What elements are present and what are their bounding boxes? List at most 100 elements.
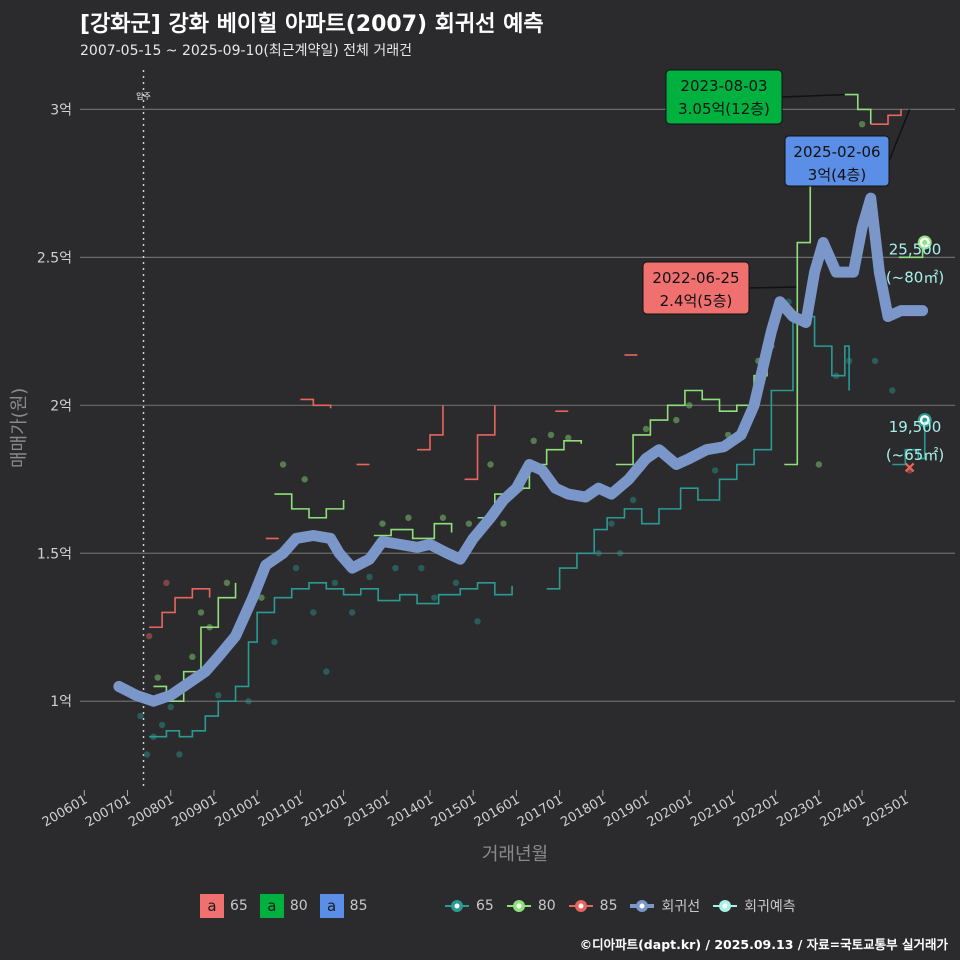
x-tick-label: 200801 (126, 792, 176, 830)
move-in-label: 입주 (136, 92, 151, 101)
scatter-point-80 (500, 520, 507, 527)
scatter-point-65 (711, 467, 719, 474)
legend-label: 65 (476, 898, 494, 914)
scatter-point-80 (642, 425, 650, 433)
chart-subtitle: 2007-05-15 ~ 2025-09-10(최근계약일) 전체 거래건 (80, 43, 412, 59)
annotation-box (784, 135, 890, 187)
scatter-point-80 (223, 579, 231, 587)
scatter-point-80 (815, 461, 823, 468)
scatter-point-65 (366, 573, 373, 581)
y-tick-label: 3억 (50, 102, 72, 118)
scatter-point-65 (871, 357, 879, 365)
legend-line-item: 회귀예측 (712, 896, 796, 916)
x-tick-label: 200901 (169, 792, 219, 830)
legend-line-swatch (568, 900, 593, 912)
legend-label: 85 (599, 898, 618, 914)
scatter-point-85 (145, 632, 153, 640)
scatter-point-80 (487, 461, 494, 468)
scatter-point-80 (154, 674, 161, 681)
scatter-point-80 (686, 402, 693, 409)
annotation-box (642, 261, 750, 315)
x-tick-label: 201201 (299, 792, 349, 830)
x-tick-label: 201601 (472, 792, 522, 830)
x-tick-label: 201001 (213, 792, 263, 830)
scatter-point-65 (310, 609, 317, 616)
series-line-80 (373, 522, 453, 540)
annotation-price: 3억(4층) (808, 166, 866, 184)
x-tick-label: 201401 (386, 792, 436, 830)
x-tick-label: 201101 (256, 792, 306, 830)
scatter-point-65 (167, 703, 174, 711)
x-tick-label: 202401 (818, 792, 868, 830)
scatter-point-65 (176, 751, 183, 758)
scatter-point-80 (858, 120, 866, 128)
x-tick-label: 201801 (558, 792, 608, 830)
scatter-point-80 (189, 653, 196, 661)
annotation-leader (748, 286, 797, 289)
scatter-point-65 (143, 751, 151, 758)
series-line-85 (300, 398, 332, 409)
scatter-point-80 (547, 431, 555, 439)
y-tick-label: 2억 (50, 398, 72, 414)
x-tick-label: 202301 (774, 792, 824, 830)
series-line-85 (870, 109, 902, 125)
scatter-point-80 (197, 609, 205, 616)
scatter-point-65 (331, 579, 339, 587)
forecast-point-core (922, 417, 928, 423)
scatter-point-65 (595, 550, 602, 557)
footer-credit: ©디아파트(dapt.kr) / 2025.09.13 / 자료=국토교통부 실… (579, 937, 948, 952)
legend-swatch: a (319, 894, 344, 918)
series-line-80 (615, 352, 768, 466)
scatter-point-65 (616, 550, 624, 557)
legend-label: 회귀선 (661, 899, 701, 915)
x-tick-label: 201901 (602, 792, 652, 830)
scatter-point-65 (418, 564, 425, 572)
annotation-price: 3.05억(12층) (678, 100, 770, 118)
y-tick-label: 1억 (50, 694, 72, 710)
scatter-point-80 (530, 437, 537, 445)
annotation-box (665, 69, 783, 125)
chart-title: [강화군] 강화 베이힐 아파트(2007) 회귀선 예측 (80, 12, 544, 37)
scatter-point-65 (158, 721, 166, 729)
scatter-point-80 (405, 514, 412, 521)
legend-line-item: 회귀선 (629, 896, 700, 916)
annotation-leader (781, 93, 845, 98)
y-tick-label: 2.5억 (37, 250, 72, 266)
annotation-2023-08-03: 2023-08-03 3.05억(12층) (665, 69, 845, 125)
scatter-point-80 (565, 434, 572, 442)
x-tick-label: 200701 (83, 792, 133, 830)
forecast-area-label: (~65㎡) (886, 446, 944, 464)
legend-line-swatch (445, 900, 469, 912)
scatter-point-80 (465, 520, 473, 527)
x-axis-title: 거래년월 (481, 844, 549, 865)
legend-line-swatch (506, 900, 531, 912)
annotation-date: 2023-08-03 (680, 77, 767, 95)
legend-swatch: a (200, 894, 224, 918)
x-tick-label: 201301 (342, 792, 392, 830)
latest-85-marker (904, 462, 915, 473)
legend-line-item: 80 (506, 898, 556, 914)
legend-label: 85 (349, 898, 368, 914)
legend-label: 80 (289, 898, 308, 914)
scatter-point-80 (301, 476, 308, 483)
annotation-date: 2022-06-25 (652, 269, 739, 287)
legend-line-swatch (630, 900, 655, 912)
legend-fill: a 65 a 80 a 85 (200, 892, 379, 920)
annotation-date: 2025-02-06 (793, 143, 880, 161)
legend-fill-item: a 80 (259, 894, 308, 918)
x-tick-label: 201701 (515, 792, 565, 830)
legend-label: 회귀예측 (744, 899, 796, 915)
x-tick-label: 202201 (731, 792, 781, 830)
series-line-80 (784, 138, 812, 466)
legend-label: 65 (230, 898, 248, 914)
legend-label: 80 (537, 898, 556, 914)
scatter-point-65 (137, 712, 144, 720)
scatter-point-80 (439, 514, 447, 521)
scatter-point-65 (271, 638, 278, 646)
annotation-price: 2.4억(5층) (660, 292, 733, 310)
forecast-area-label: (~80㎡) (886, 269, 944, 287)
legend-line-dot-core (516, 903, 522, 909)
legend-line-dot-core (639, 903, 645, 909)
